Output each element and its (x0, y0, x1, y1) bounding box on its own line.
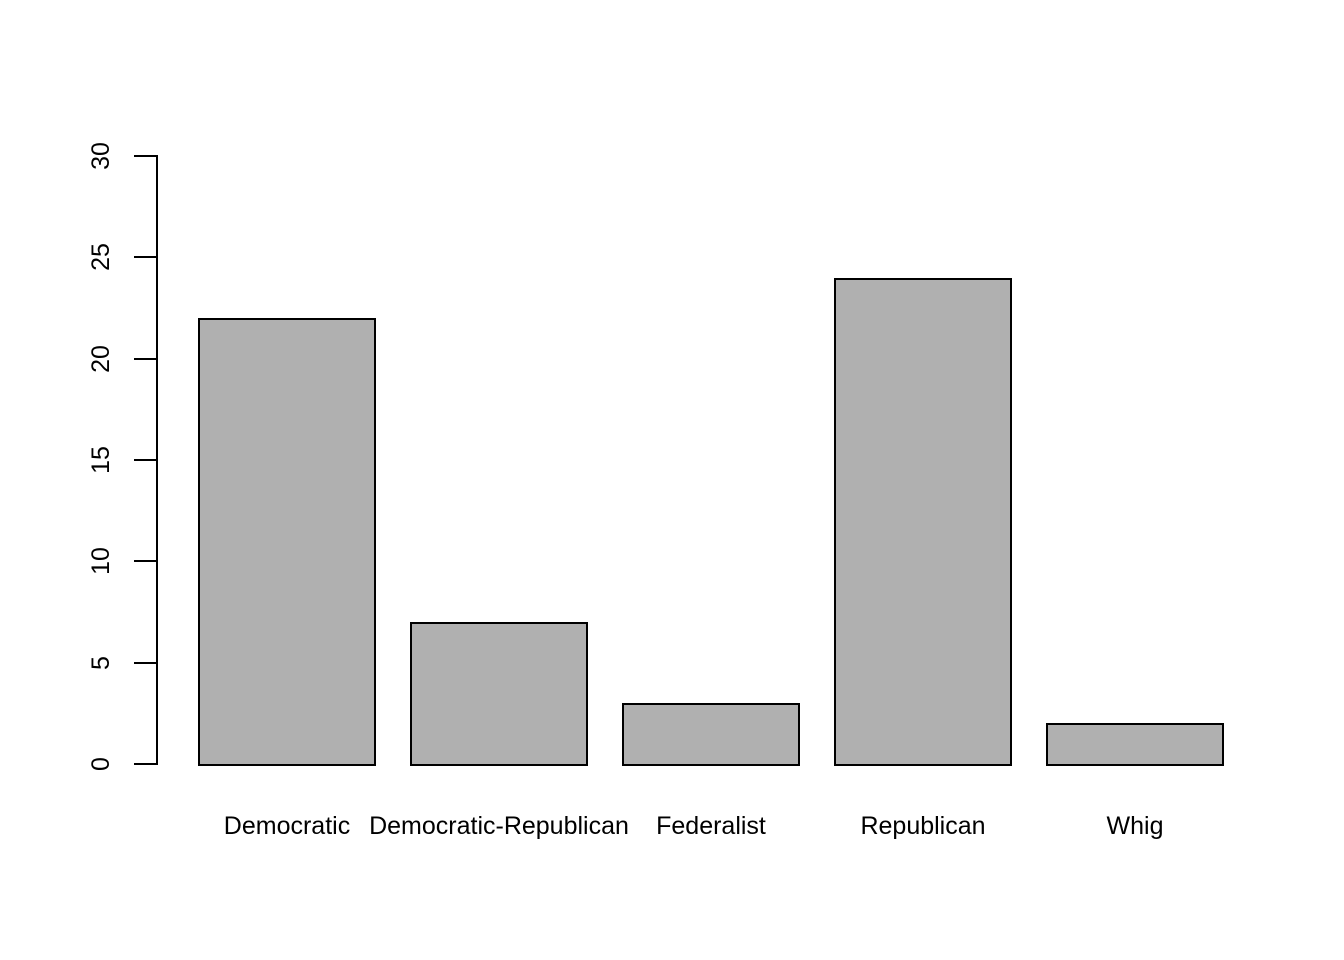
y-axis-tick-label: 15 (86, 446, 115, 474)
y-axis-tick-label: 0 (86, 757, 115, 771)
y-axis-tick-label: 30 (86, 142, 115, 170)
y-axis-tick (134, 459, 156, 461)
y-axis-tick-label: 5 (86, 655, 115, 670)
bar-republican[interactable] (834, 278, 1012, 766)
y-axis-tick (134, 763, 156, 765)
y-axis-tick-label: 20 (86, 344, 115, 373)
x-axis-category-label: Federalist (656, 811, 766, 840)
x-axis-category-label: Democratic-Republican (369, 811, 629, 840)
bar-federalist[interactable] (622, 703, 800, 766)
y-axis-tick-label: 25 (86, 243, 115, 272)
y-axis-line (156, 155, 158, 765)
y-axis-tick (134, 256, 156, 259)
y-axis-tick (134, 661, 156, 664)
bar-whig[interactable] (1046, 723, 1224, 766)
y-axis-tick-label: 10 (86, 547, 115, 576)
y-axis-tick (134, 560, 156, 563)
y-axis-tick (134, 357, 156, 360)
x-axis-category-label: Whig (1106, 811, 1164, 840)
y-axis-tick (134, 155, 156, 157)
bar-democratic[interactable] (198, 318, 376, 766)
bar-democratic-republican[interactable] (410, 622, 588, 766)
x-axis-category-label: Democratic (223, 811, 351, 840)
x-axis-category-label: Republican (860, 811, 986, 840)
